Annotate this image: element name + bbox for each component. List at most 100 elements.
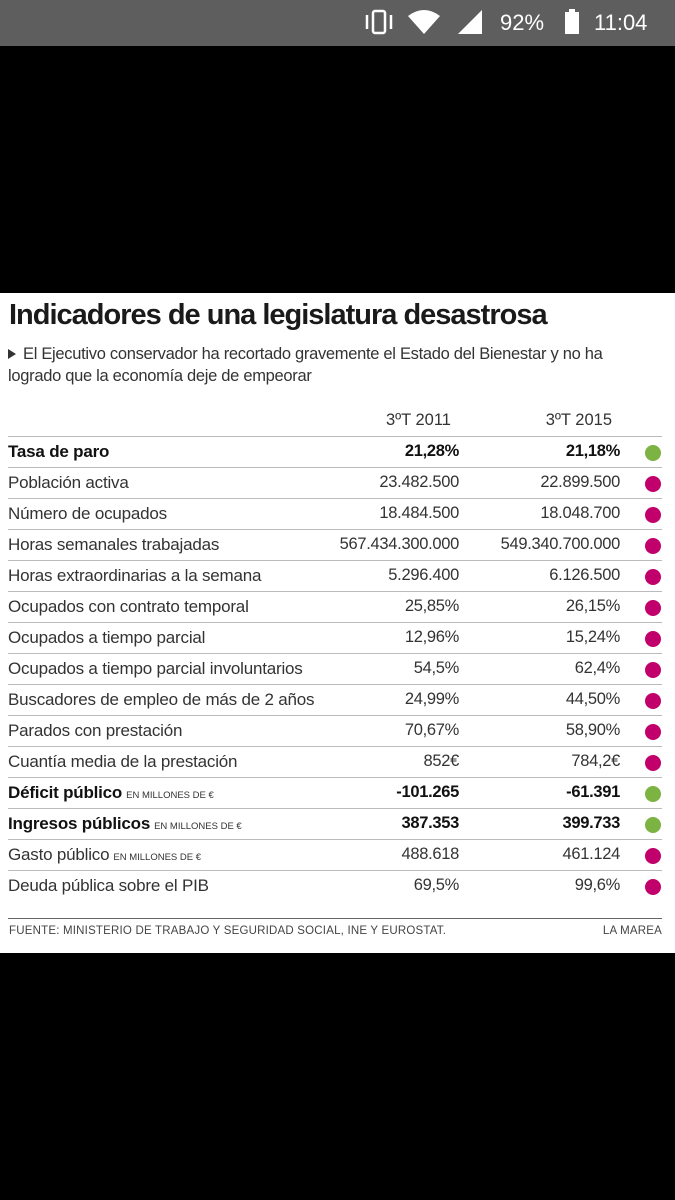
value-2011: 852€ [423, 752, 459, 770]
battery-text: 92% [500, 10, 545, 35]
subtitle: El Ejecutivo conservador ha recortado gr… [8, 345, 603, 385]
row-label: Ocupados a tiempo parcial involuntarios [8, 659, 303, 679]
indicator-dot [645, 507, 661, 523]
wifi-icon [408, 10, 440, 34]
row-label: Horas semanales trabajadas [8, 535, 219, 555]
table-row: Ocupados con contrato temporal 25,85% 26,1… [8, 591, 662, 623]
source: FUENTE: MINISTERIO DE TRABAJO Y SEGURIDA… [9, 925, 447, 937]
row-label-text: Déficit público [8, 783, 123, 802]
indicator-dot [645, 693, 661, 709]
table-row: Número de ocupados 18.484.500 18.048.700 [8, 498, 662, 530]
value-2015: 62,4% [574, 659, 621, 677]
row-unit: EN MILLONES DE € [126, 790, 214, 801]
value-2015: 21,18% [565, 442, 620, 460]
row-label-text: Población activa [8, 473, 129, 492]
table-row: Gasto público EN MILLONES DE € 488.618 461.… [8, 839, 662, 871]
indicator-dot [645, 724, 661, 740]
subtitle-block: El Ejecutivo conservador ha recortado gr… [8, 343, 658, 387]
indicator-dot [645, 879, 661, 895]
row-label: Gasto público EN MILLONES DE € [8, 845, 201, 865]
value-2015: 44,50% [565, 690, 620, 708]
indicator-dot [645, 600, 661, 616]
table-row: Población activa 23.482.500 22.899.500 [8, 467, 662, 499]
table-row: Tasa de paro 21,28% 21,18% [8, 436, 662, 468]
value-2011: 488.618 [401, 845, 459, 863]
value-2015: 58,90% [565, 721, 620, 739]
table-row: Cuantía media de la prestación 852€ 784,2€ [8, 746, 662, 778]
value-2011: 24,99% [404, 690, 459, 708]
row-label-text: Cuantía media de la prestación [8, 752, 238, 771]
value-2011: 5.296.400 [388, 566, 459, 584]
value-2011: 54,5% [413, 659, 460, 677]
value-2011: -101.265 [396, 783, 459, 801]
table-row: Déficit público EN MILLONES DE € -101.265 -… [8, 777, 662, 809]
vibrate-waves [365, 15, 393, 29]
row-label-text: Ocupados a tiempo parcial involuntarios [8, 659, 303, 678]
indicator-dot [645, 569, 661, 585]
indicator-dot [645, 817, 661, 833]
credit: LA MAREA [602, 925, 662, 937]
indicator-dot [645, 476, 661, 492]
table-row: Deuda pública sobre el PIB 69,5% 99,6% [8, 870, 662, 902]
row-unit: EN MILLONES DE € [154, 821, 242, 832]
row-label: Cuantía media de la prestación [8, 752, 238, 772]
signal-icon [458, 10, 482, 34]
table-row: Horas extraordinarias a la semana 5.296.4… [8, 560, 662, 592]
row-label: Déficit público EN MILLONES DE € [8, 783, 214, 803]
value-2011: 69,5% [413, 876, 460, 894]
row-label-text: Horas semanales trabajadas [8, 535, 220, 554]
table-row: Buscadores de empleo de más de 2 años 24,… [8, 684, 662, 716]
battery-tip [569, 9, 575, 13]
image-panel: Indicadores de una legislatura desastros… [0, 293, 675, 953]
value-2015: 15,24% [565, 628, 620, 646]
indicator-dot [645, 631, 661, 647]
row-label: Ocupados con contrato temporal [8, 597, 249, 617]
bullet-arrow [8, 349, 16, 359]
value-2011: 25,85% [404, 597, 459, 615]
footer-rule [8, 918, 662, 919]
row-label: Número de ocupados [8, 504, 167, 524]
value-2015: 399.733 [562, 814, 620, 832]
value-2011: 567.434.300.000 [339, 535, 460, 553]
indicator-dot [645, 662, 661, 678]
clock: 11:04 [594, 10, 648, 35]
row-label-text: Ocupados a tiempo parcial [8, 628, 206, 647]
row-label-text: Deuda pública sobre el PIB [8, 876, 209, 895]
value-2011: 18.484.500 [379, 504, 459, 522]
row-label: Tasa de paro [8, 442, 109, 462]
value-2011: 12,96% [404, 628, 459, 646]
row-label-text: Horas extraordinarias a la semana [8, 566, 262, 585]
indicator-dot [645, 786, 661, 802]
row-label-text: Número de ocupados [8, 504, 167, 523]
indicator-dot [645, 755, 661, 771]
indicator-dot [645, 848, 661, 864]
row-label-text: Parados con prestación [8, 721, 183, 740]
row-label: Ingresos públicos EN MILLONES DE € [8, 814, 242, 834]
indicator-dot [645, 445, 661, 461]
value-2011: 23.482.500 [379, 473, 459, 491]
value-2011: 70,67% [404, 721, 459, 739]
value-2015: 549.340.700.000 [500, 535, 621, 553]
row-label: Parados con prestación [8, 721, 182, 741]
column-header: 3ºT 2015 [545, 411, 612, 429]
status-bar: 92% 11:04 [0, 0, 675, 46]
value-2011: 387.353 [401, 814, 459, 832]
row-label: Deuda pública sobre el PIB [8, 876, 209, 896]
row-label-text: Ingresos públicos [8, 814, 151, 833]
row-label: Horas extraordinarias a la semana [8, 566, 261, 586]
value-2015: 784,2€ [571, 752, 620, 770]
value-2011: 21,28% [404, 442, 459, 460]
table-row: Ingresos públicos EN MILLONES DE € 387.353… [8, 808, 662, 840]
row-label-text: Tasa de paro [8, 442, 110, 461]
value-2015: 461.124 [562, 845, 620, 863]
table-row: Parados con prestación 70,67% 58,90% [8, 715, 662, 747]
value-2015: 18.048.700 [540, 504, 620, 522]
status-icons [365, 9, 579, 35]
value-2015: 6.126.500 [549, 566, 620, 584]
battery-icon [565, 12, 579, 34]
row-label: Población activa [8, 473, 129, 493]
row-label: Ocupados a tiempo parcial [8, 628, 205, 648]
value-2015: 22.899.500 [540, 473, 620, 491]
table-row: Horas semanales trabajadas 567.434.300.00… [8, 529, 662, 561]
